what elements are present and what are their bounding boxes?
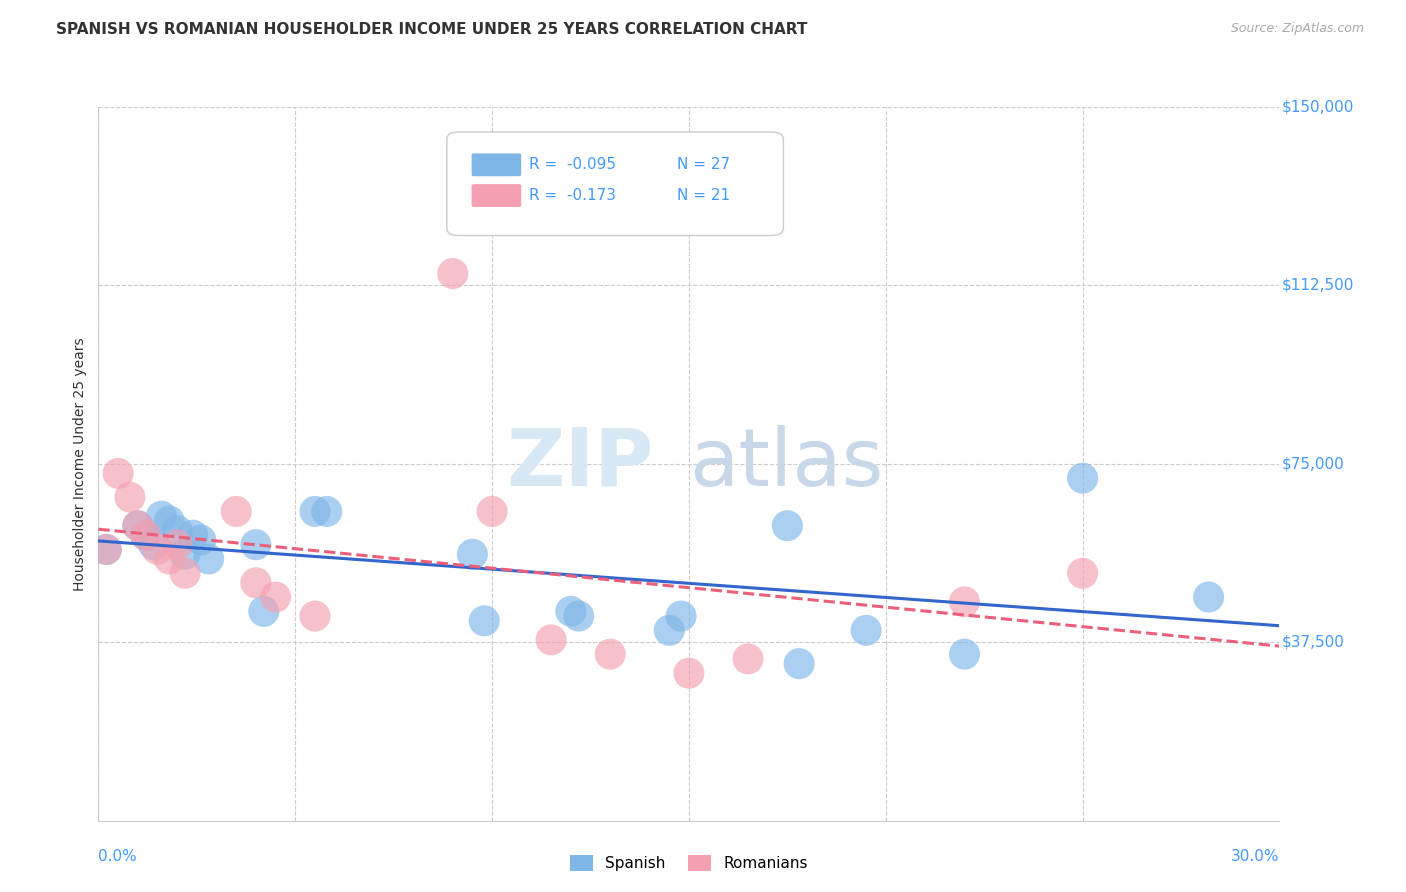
Text: ZIP: ZIP bbox=[506, 425, 654, 503]
Point bbox=[658, 624, 681, 638]
Point bbox=[737, 652, 759, 666]
Point bbox=[560, 604, 582, 618]
Point bbox=[225, 504, 247, 518]
Text: 30.0%: 30.0% bbox=[1232, 849, 1279, 864]
Y-axis label: Householder Income Under 25 years: Householder Income Under 25 years bbox=[73, 337, 87, 591]
Point bbox=[197, 552, 219, 566]
Point bbox=[315, 504, 337, 518]
Point bbox=[157, 552, 180, 566]
Point bbox=[787, 657, 810, 671]
Point bbox=[776, 518, 799, 533]
Point bbox=[953, 595, 976, 609]
Text: R =  -0.173: R = -0.173 bbox=[530, 188, 616, 203]
Point bbox=[1071, 566, 1094, 581]
Point bbox=[166, 538, 188, 552]
Point bbox=[304, 504, 326, 518]
Point bbox=[127, 518, 149, 533]
Point bbox=[174, 566, 197, 581]
Point bbox=[96, 542, 118, 557]
Point bbox=[264, 590, 287, 604]
Text: 0.0%: 0.0% bbox=[98, 849, 138, 864]
Point bbox=[174, 547, 197, 561]
FancyBboxPatch shape bbox=[471, 184, 522, 207]
Point bbox=[107, 467, 129, 481]
Legend: Spanish, Romanians: Spanish, Romanians bbox=[564, 849, 814, 877]
Point bbox=[678, 666, 700, 681]
Point bbox=[150, 509, 173, 524]
Point bbox=[245, 538, 267, 552]
FancyBboxPatch shape bbox=[471, 153, 522, 177]
Point bbox=[540, 632, 562, 647]
Point bbox=[953, 647, 976, 661]
Text: N = 21: N = 21 bbox=[678, 188, 730, 203]
Point bbox=[118, 490, 141, 504]
Point bbox=[190, 533, 212, 547]
Point bbox=[166, 524, 188, 538]
Point bbox=[568, 609, 591, 624]
Point bbox=[1071, 471, 1094, 485]
Point bbox=[135, 528, 157, 542]
Point bbox=[669, 609, 692, 624]
Point bbox=[135, 528, 157, 542]
Point bbox=[96, 542, 118, 557]
Point bbox=[304, 609, 326, 624]
Point bbox=[157, 514, 180, 528]
Point bbox=[1198, 590, 1220, 604]
Point bbox=[146, 542, 169, 557]
Text: SPANISH VS ROMANIAN HOUSEHOLDER INCOME UNDER 25 YEARS CORRELATION CHART: SPANISH VS ROMANIAN HOUSEHOLDER INCOME U… bbox=[56, 22, 807, 37]
Point bbox=[461, 547, 484, 561]
Point bbox=[481, 504, 503, 518]
Point bbox=[181, 528, 204, 542]
Point bbox=[142, 538, 165, 552]
FancyBboxPatch shape bbox=[447, 132, 783, 235]
Text: atlas: atlas bbox=[689, 425, 883, 503]
Point bbox=[245, 575, 267, 590]
Point bbox=[855, 624, 877, 638]
Text: $112,500: $112,500 bbox=[1282, 278, 1354, 293]
Text: Source: ZipAtlas.com: Source: ZipAtlas.com bbox=[1230, 22, 1364, 36]
Point bbox=[599, 647, 621, 661]
Point bbox=[472, 614, 495, 628]
Text: $75,000: $75,000 bbox=[1282, 457, 1344, 471]
Text: N = 27: N = 27 bbox=[678, 157, 730, 172]
Point bbox=[127, 518, 149, 533]
Text: $37,500: $37,500 bbox=[1282, 635, 1344, 649]
Text: R =  -0.095: R = -0.095 bbox=[530, 157, 616, 172]
Point bbox=[441, 267, 464, 281]
Point bbox=[253, 604, 276, 618]
Text: $150,000: $150,000 bbox=[1282, 100, 1354, 114]
